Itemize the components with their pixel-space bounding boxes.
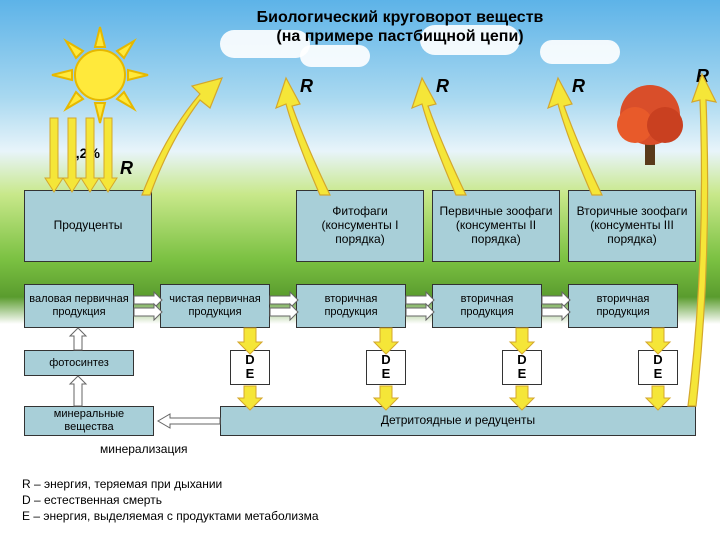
- percent-label: 0,2%: [68, 145, 100, 161]
- box-secondary-2: вторичная продукция: [432, 284, 542, 328]
- box-minerals: минеральные вещества: [24, 406, 154, 436]
- legend-d: D – естественная смерть: [22, 492, 319, 508]
- box-secondary-zoophages: Вторичные зоофаги (консументы III порядк…: [568, 190, 696, 262]
- r-3: R: [572, 76, 585, 97]
- box-photosynthesis: фотосинтез: [24, 350, 134, 376]
- diagram-title: Биологический круговорот веществ (на при…: [180, 8, 620, 46]
- box-secondary-3: вторичная продукция: [568, 284, 678, 328]
- box-secondary-1: вторичная продукция: [296, 284, 406, 328]
- de-2: D E: [366, 350, 406, 385]
- r-1: R: [300, 76, 313, 97]
- sun-icon: [50, 25, 150, 125]
- de-3: D E: [502, 350, 542, 385]
- r-4: R: [696, 66, 709, 87]
- legend-e: E – энергия, выделяемая с продуктами мет…: [22, 508, 319, 524]
- de-4: D E: [638, 350, 678, 385]
- autumn-tree: [615, 80, 685, 170]
- box-gross-production: валовая первичная продукция: [24, 284, 134, 328]
- legend: R – энергия, теряемая при дыхании D – ес…: [22, 476, 319, 525]
- de-1: D E: [230, 350, 270, 385]
- title-line-1: Биологический круговорот веществ: [180, 8, 620, 27]
- box-net-production: чистая первичная продукция: [160, 284, 270, 328]
- legend-r: R – энергия, теряемая при дыхании: [22, 476, 319, 492]
- box-producers: Продуценты: [24, 190, 152, 262]
- box-detritus: Детритоядные и редуценты: [220, 406, 696, 436]
- box-primary-zoophages: Первичные зоофаги (консументы II порядка…: [432, 190, 560, 262]
- box-phytophages: Фитофаги (консументы I порядка): [296, 190, 424, 262]
- r-down: R: [120, 158, 133, 179]
- r-2: R: [436, 76, 449, 97]
- label-mineralization: минерализация: [100, 442, 188, 456]
- title-line-2: (на примере пастбищной цепи): [180, 27, 620, 46]
